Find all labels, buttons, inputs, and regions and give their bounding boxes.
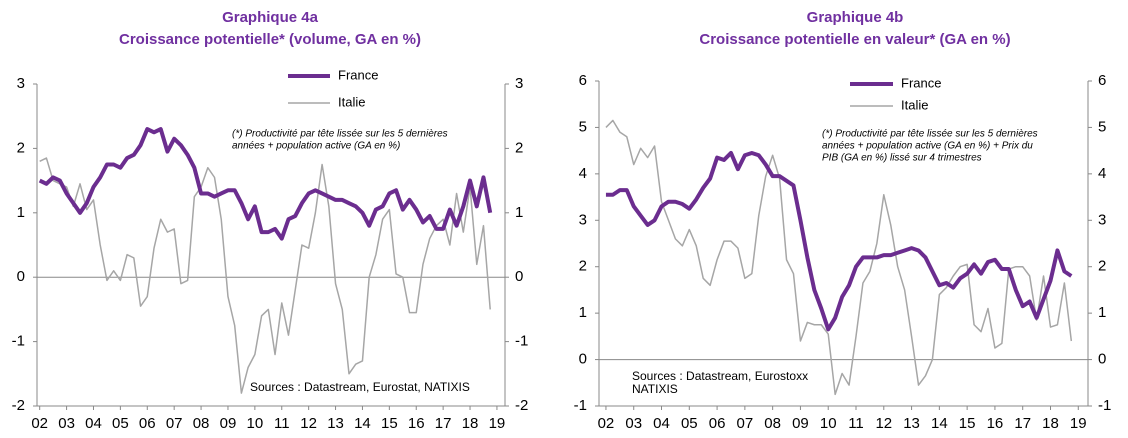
series-line: [605, 150, 1073, 332]
x-tick-label: 07: [166, 415, 183, 432]
x-tick-label: 08: [764, 415, 781, 432]
sources: Sources : Datastream, Eurostat, NATIXIS: [250, 380, 470, 394]
legend-label: France: [338, 67, 378, 82]
y-tick-label: 3: [579, 211, 587, 228]
y-tick-label: 4: [579, 165, 587, 182]
y2-tick-label: 2: [515, 139, 523, 156]
x-tick-label: 06: [139, 415, 156, 432]
x-tick-label: 07: [737, 415, 754, 432]
y-tick-label: -2: [12, 397, 25, 414]
x-tick-label: 19: [1070, 415, 1087, 432]
note: (*) Productivité par tête lissée sur les…: [822, 129, 1038, 140]
legend-label: France: [901, 75, 941, 90]
y-tick-label: 2: [17, 139, 25, 156]
y2-tick-label: 3: [515, 75, 523, 92]
y-tick-label: 3: [17, 75, 25, 92]
chart-subtitle: Croissance potentielle en valeur* (GA en…: [699, 31, 1010, 48]
x-tick-label: 04: [85, 415, 102, 432]
series-line: [605, 119, 1073, 396]
x-tick-label: 12: [300, 415, 317, 432]
y2-tick-label: 1: [1098, 304, 1106, 321]
x-tick-label: 02: [31, 415, 48, 432]
y-tick-label: 5: [579, 118, 587, 135]
y-tick-label: 0: [17, 268, 25, 285]
x-tick-label: 16: [408, 415, 425, 432]
x-tick-label: 09: [220, 415, 237, 432]
y-tick-label: 0: [579, 351, 587, 368]
x-tick-label: 03: [625, 415, 642, 432]
x-tick-label: 17: [435, 415, 452, 432]
y-tick-label: 1: [579, 304, 587, 321]
y2-tick-label: 2: [1098, 258, 1106, 275]
chart-subtitle: Croissance potentielle* (volume, GA en %…: [119, 31, 421, 48]
x-tick-label: 15: [959, 415, 976, 432]
y-tick-label: 6: [579, 72, 587, 89]
x-tick-label: 11: [848, 415, 864, 432]
y2-tick-label: 3: [1098, 211, 1106, 228]
x-tick-label: 18: [462, 415, 479, 432]
x-tick-label: 04: [653, 415, 670, 432]
sources: NATIXIS: [632, 382, 678, 396]
x-tick-label: 19: [489, 415, 506, 432]
x-tick-label: 14: [354, 415, 371, 432]
y2-tick-label: -2: [515, 397, 528, 414]
y2-tick-label: -1: [515, 333, 528, 350]
y2-tick-label: 0: [1098, 351, 1106, 368]
x-tick-label: 11: [274, 415, 290, 432]
chart-title: Graphique 4a: [222, 9, 319, 26]
note: années + population active (GA en %): [232, 141, 400, 152]
x-tick-label: 03: [58, 415, 75, 432]
y2-tick-label: 5: [1098, 118, 1106, 135]
series-line: [38, 127, 493, 241]
legend-label: Italie: [338, 94, 365, 109]
x-tick-label: 12: [875, 415, 892, 432]
x-tick-label: 16: [987, 415, 1004, 432]
note: PIB (GA en %) lissé sur 4 trimestres: [822, 153, 982, 164]
x-tick-label: 10: [820, 415, 837, 432]
x-tick-label: 05: [681, 415, 698, 432]
note: (*) Productivité par tête lissée sur les…: [232, 129, 448, 140]
x-tick-label: 09: [792, 415, 809, 432]
x-tick-label: 10: [247, 415, 264, 432]
x-tick-label: 02: [598, 415, 615, 432]
chart-title: Graphique 4b: [807, 9, 904, 26]
x-tick-label: 05: [112, 415, 129, 432]
x-tick-label: 08: [193, 415, 210, 432]
x-tick-label: 13: [903, 415, 920, 432]
y2-tick-label: 0: [515, 268, 523, 285]
x-tick-label: 15: [381, 415, 398, 432]
y2-tick-label: 1: [515, 204, 523, 221]
x-tick-label: 13: [327, 415, 344, 432]
y-tick-label: -1: [12, 333, 25, 350]
x-tick-label: 18: [1042, 415, 1059, 432]
y2-tick-label: 4: [1098, 165, 1106, 182]
sources: Sources : Datastream, Eurostoxx: [632, 369, 808, 383]
x-tick-label: 17: [1014, 415, 1031, 432]
note: années + population active (GA en %) + P…: [822, 141, 1033, 152]
y-tick-label: 1: [17, 204, 25, 221]
x-tick-label: 06: [709, 415, 726, 432]
x-tick-label: 14: [931, 415, 948, 432]
series-line: [39, 157, 491, 394]
legend-label: Italie: [901, 97, 928, 112]
y-tick-label: 2: [579, 258, 587, 275]
y2-tick-label: 6: [1098, 72, 1106, 89]
y-tick-label: -1: [574, 397, 587, 414]
y2-tick-label: -1: [1098, 397, 1111, 414]
